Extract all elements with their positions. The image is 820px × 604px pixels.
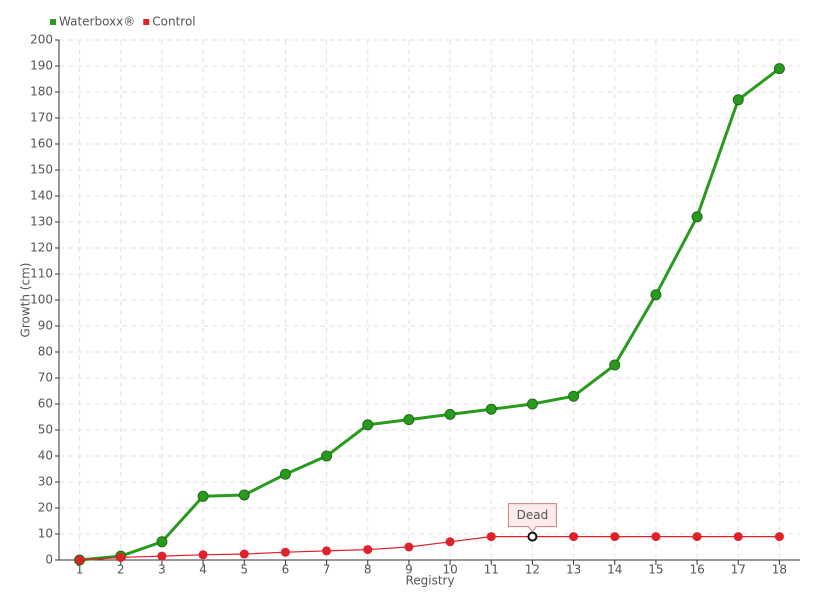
series-line xyxy=(79,67,781,562)
x-tick-label: 14 xyxy=(607,563,622,577)
annotation-box xyxy=(507,503,557,533)
y-tick-label: 150 xyxy=(30,163,53,177)
point xyxy=(445,537,455,547)
point xyxy=(485,403,497,415)
x-tick-label: 15 xyxy=(648,563,663,577)
x-tick-label: 11 xyxy=(484,563,499,577)
x-tick-label: 9 xyxy=(405,563,413,577)
point xyxy=(238,489,250,501)
y-tick-label: 60 xyxy=(38,397,53,411)
y-tick-label: 200 xyxy=(30,33,53,47)
point xyxy=(444,408,456,420)
x-tick-label: 7 xyxy=(323,563,331,577)
point xyxy=(651,532,661,542)
legend-swatch xyxy=(50,19,56,25)
point xyxy=(116,552,126,562)
x-tick-label: 17 xyxy=(731,563,746,577)
x-tick-label: 1 xyxy=(76,563,84,577)
y-tick-label: 20 xyxy=(38,501,53,515)
y-tick-label: 40 xyxy=(38,449,53,463)
point xyxy=(75,555,85,565)
point xyxy=(610,532,620,542)
x-tick-label: 5 xyxy=(240,563,248,577)
y-tick-label: 100 xyxy=(30,293,53,307)
legend-label: Waterboxx® xyxy=(59,15,135,29)
y-tick-label: 130 xyxy=(30,215,53,229)
y-tick-label: 50 xyxy=(38,423,53,437)
x-tick-label: 16 xyxy=(689,563,704,577)
y-tick-label: 70 xyxy=(38,371,53,385)
x-axis-label: Registry xyxy=(405,574,454,588)
y-tick-label: 90 xyxy=(38,319,53,333)
point xyxy=(733,532,743,542)
point xyxy=(568,390,580,402)
point xyxy=(404,542,414,552)
x-tick-label: 3 xyxy=(158,563,166,577)
x-tick-label: 10 xyxy=(442,563,457,577)
annotation: Dead xyxy=(507,503,557,533)
series-line xyxy=(79,536,780,561)
y-tick-label: 30 xyxy=(38,475,53,489)
x-tick-label: 6 xyxy=(282,563,290,577)
point xyxy=(239,549,249,559)
y-tick-label: 170 xyxy=(30,111,53,125)
point xyxy=(156,536,168,548)
y-tick-label: 80 xyxy=(38,345,53,359)
x-tick-label: 18 xyxy=(772,563,787,577)
point xyxy=(486,532,496,542)
point xyxy=(526,398,538,410)
y-tick-label: 10 xyxy=(38,527,53,541)
y-axis-label: Growth (cm) xyxy=(19,263,33,338)
point xyxy=(321,450,333,462)
y-tick-label: 160 xyxy=(30,137,53,151)
x-tick-label: 2 xyxy=(117,563,125,577)
y-tick-label: 190 xyxy=(30,59,53,73)
y-tick-label: 110 xyxy=(30,267,53,281)
point xyxy=(157,551,167,561)
x-tick-label: 4 xyxy=(199,563,207,577)
point xyxy=(280,547,290,557)
x-tick-label: 12 xyxy=(525,563,540,577)
point xyxy=(691,211,703,223)
point xyxy=(650,289,662,301)
point xyxy=(198,550,208,560)
x-tick-label: 8 xyxy=(364,563,372,577)
point xyxy=(692,532,702,542)
y-tick-label: 180 xyxy=(30,85,53,99)
point xyxy=(774,532,784,542)
point xyxy=(609,359,621,371)
point xyxy=(197,490,209,502)
point xyxy=(279,468,291,480)
point xyxy=(322,546,332,556)
y-tick-label: 140 xyxy=(30,189,53,203)
point xyxy=(403,414,415,426)
point xyxy=(363,545,373,555)
y-tick-label: 0 xyxy=(45,553,53,567)
annotation-text: Dead xyxy=(517,508,549,522)
legend-swatch xyxy=(143,19,150,25)
point xyxy=(569,532,579,542)
x-tick-label: 13 xyxy=(566,563,581,577)
point xyxy=(527,531,538,542)
point xyxy=(732,94,744,106)
y-tick-label: 120 xyxy=(30,241,53,255)
point xyxy=(773,63,785,75)
legend-label: Control xyxy=(152,15,195,29)
point xyxy=(362,419,374,431)
